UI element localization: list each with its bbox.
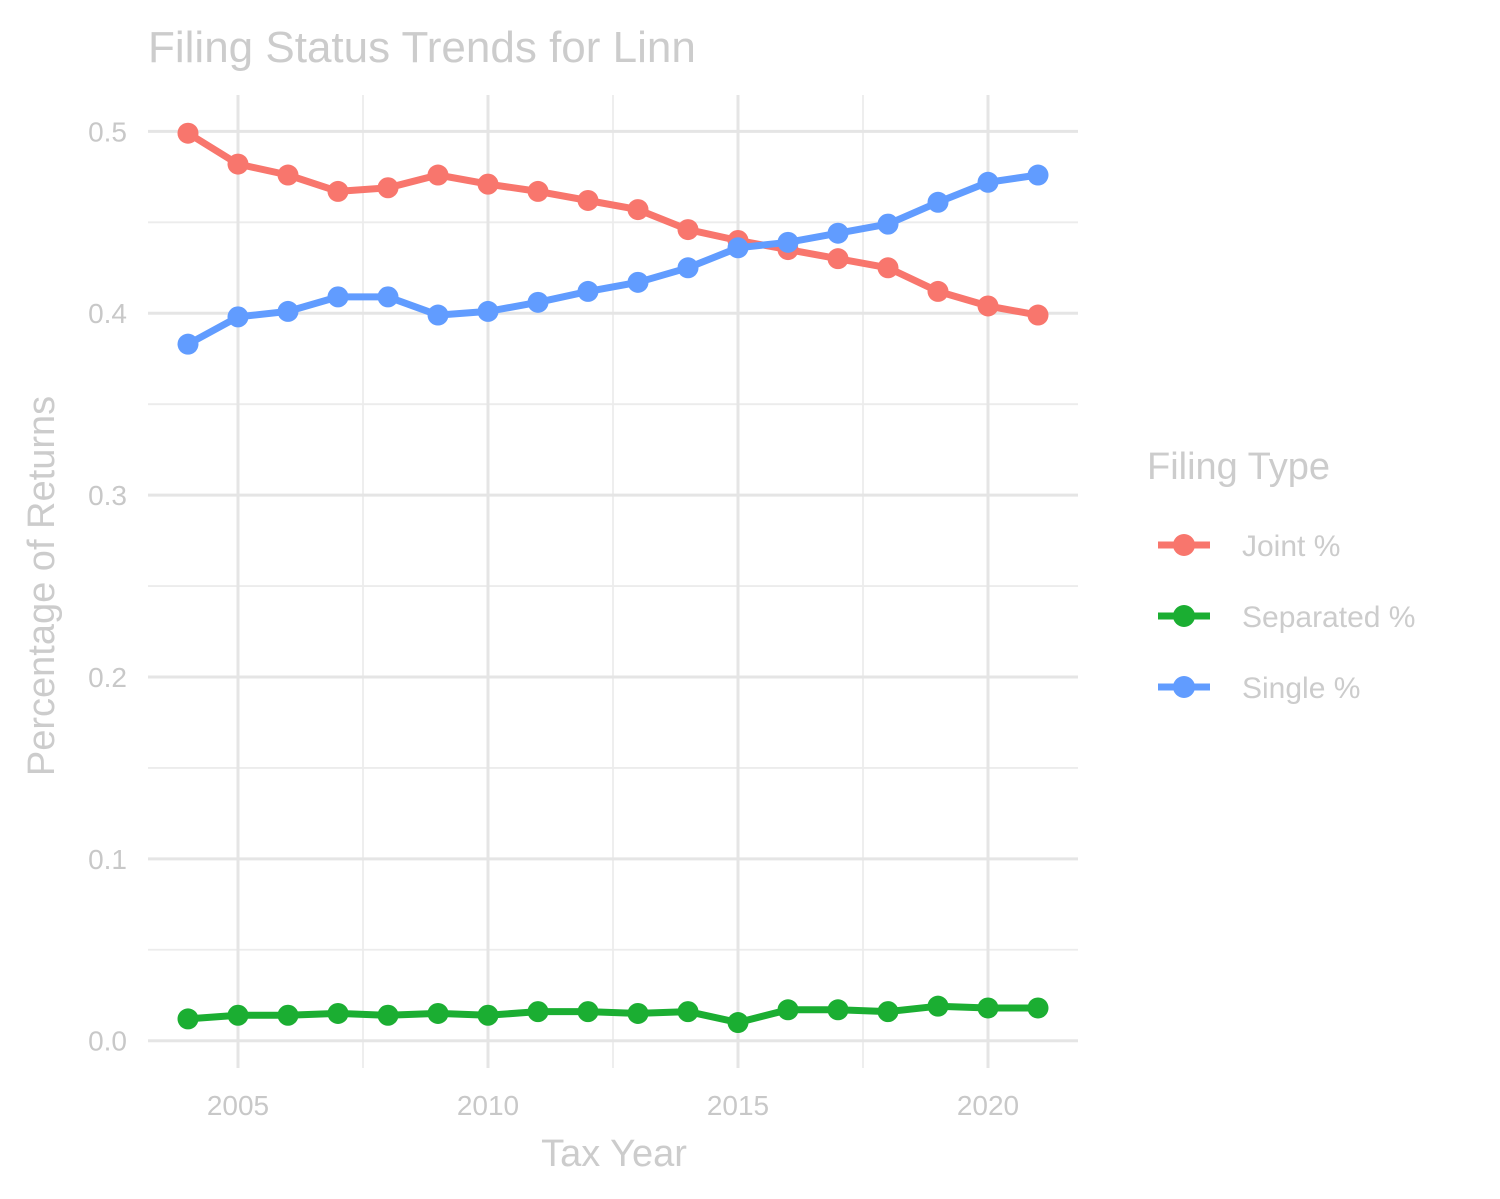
data-point (827, 248, 849, 270)
data-point (277, 1004, 299, 1026)
data-point (777, 231, 799, 253)
data-point (477, 173, 499, 195)
y-axis-title: Percentage of Returns (21, 396, 63, 776)
data-series (177, 122, 1049, 1034)
legend: Filing Type Joint % Separated % Single % (1147, 446, 1415, 705)
data-point (727, 1012, 749, 1034)
legend-label: Joint % (1242, 530, 1340, 563)
data-point (627, 199, 649, 221)
data-point (627, 271, 649, 293)
x-tick-label: 2015 (707, 1090, 769, 1121)
axis-tick-labels: 0.0 0.1 0.2 0.3 0.4 0.5 2005 2010 2015 2020 (88, 116, 1019, 1121)
data-point (677, 219, 699, 241)
data-point (327, 1002, 349, 1024)
data-point (1027, 997, 1049, 1019)
data-point (377, 1004, 399, 1026)
legend-key-marker (1173, 534, 1195, 556)
data-point (577, 280, 599, 302)
data-point (527, 1001, 549, 1023)
data-point (777, 999, 799, 1021)
data-point (977, 295, 999, 317)
data-point (527, 291, 549, 313)
y-tick-label: 0.4 (88, 298, 127, 329)
data-point (877, 257, 899, 279)
data-point (327, 180, 349, 202)
x-tick-label: 2010 (457, 1090, 519, 1121)
series-1 (177, 995, 1049, 1034)
y-tick-label: 0.3 (88, 480, 127, 511)
series-2 (177, 164, 1049, 355)
data-point (427, 164, 449, 186)
grid-lines (148, 95, 1078, 1068)
data-point (827, 222, 849, 244)
legend-key (1158, 534, 1210, 556)
data-point (927, 191, 949, 213)
data-point (677, 257, 699, 279)
data-point (277, 164, 299, 186)
data-point (477, 300, 499, 322)
legend-label: Single % (1242, 672, 1360, 705)
x-axis-title: Tax Year (541, 1133, 687, 1175)
x-tick-label: 2005 (207, 1090, 269, 1121)
legend-title: Filing Type (1147, 446, 1330, 488)
data-point (1027, 304, 1049, 326)
data-point (977, 171, 999, 193)
legend-key-marker (1173, 676, 1195, 698)
data-point (427, 1002, 449, 1024)
data-point (527, 180, 549, 202)
legend-key (1158, 605, 1210, 627)
y-tick-label: 0.5 (88, 116, 127, 147)
data-point (377, 177, 399, 199)
data-point (927, 280, 949, 302)
data-point (627, 1002, 649, 1024)
data-point (577, 1001, 599, 1023)
data-point (977, 997, 999, 1019)
data-point (677, 1001, 699, 1023)
x-tick-label: 2020 (957, 1090, 1019, 1121)
legend-label: Separated % (1242, 601, 1415, 634)
data-point (727, 237, 749, 259)
legend-key (1158, 676, 1210, 698)
data-point (377, 286, 399, 308)
data-point (427, 304, 449, 326)
legend-key-marker (1173, 605, 1195, 627)
data-point (227, 306, 249, 328)
data-point (577, 189, 599, 211)
data-point (177, 1008, 199, 1030)
data-point (177, 122, 199, 144)
data-point (477, 1004, 499, 1026)
data-point (327, 286, 349, 308)
data-point (877, 213, 899, 235)
data-point (827, 999, 849, 1021)
y-tick-label: 0.2 (88, 662, 127, 693)
data-point (177, 333, 199, 355)
data-point (277, 300, 299, 322)
data-point (1027, 164, 1049, 186)
y-tick-label: 0.1 (88, 844, 127, 875)
chart-title: Filing Status Trends for Linn (148, 23, 696, 72)
data-point (227, 153, 249, 175)
data-point (877, 1001, 899, 1023)
y-tick-label: 0.0 (88, 1026, 127, 1057)
data-point (227, 1004, 249, 1026)
data-point (927, 995, 949, 1017)
